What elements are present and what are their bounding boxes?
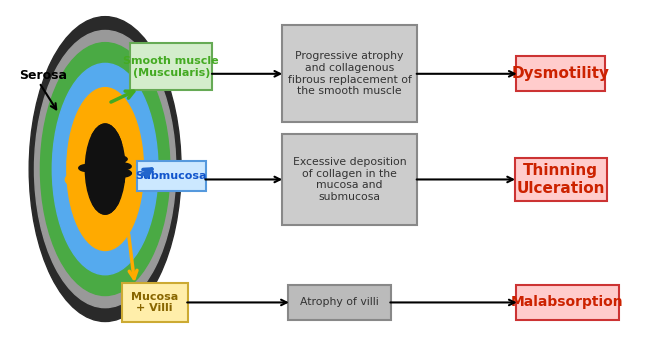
Ellipse shape	[97, 167, 114, 174]
Ellipse shape	[79, 164, 97, 171]
Ellipse shape	[53, 63, 158, 275]
Text: Progressive atrophy
and collagenous
fibrous replacement of
the smooth muscle: Progressive atrophy and collagenous fibr…	[288, 51, 412, 96]
Ellipse shape	[123, 161, 147, 175]
Ellipse shape	[79, 172, 96, 182]
Ellipse shape	[102, 150, 123, 158]
Ellipse shape	[112, 169, 131, 177]
Ellipse shape	[99, 194, 116, 204]
Ellipse shape	[92, 161, 111, 169]
Ellipse shape	[71, 147, 89, 157]
Ellipse shape	[97, 175, 111, 180]
Text: Serosa: Serosa	[19, 69, 67, 82]
Text: Smooth muscle
(Muscularis): Smooth muscle (Muscularis)	[123, 56, 219, 78]
Ellipse shape	[105, 186, 131, 201]
FancyBboxPatch shape	[282, 25, 417, 122]
Ellipse shape	[93, 146, 114, 155]
Text: Mucosa
+ Villi: Mucosa + Villi	[131, 292, 178, 313]
Ellipse shape	[65, 172, 90, 187]
Ellipse shape	[94, 196, 114, 208]
Ellipse shape	[91, 169, 109, 176]
Ellipse shape	[85, 183, 112, 199]
Ellipse shape	[96, 165, 113, 172]
FancyBboxPatch shape	[515, 158, 607, 201]
Ellipse shape	[97, 165, 117, 173]
Ellipse shape	[94, 174, 113, 181]
Ellipse shape	[98, 183, 120, 196]
Ellipse shape	[103, 186, 123, 197]
Ellipse shape	[112, 156, 137, 171]
Ellipse shape	[94, 165, 111, 172]
Ellipse shape	[72, 135, 99, 151]
Ellipse shape	[105, 155, 121, 161]
FancyBboxPatch shape	[130, 44, 212, 90]
Ellipse shape	[35, 31, 176, 308]
Ellipse shape	[86, 191, 108, 204]
FancyBboxPatch shape	[282, 134, 417, 225]
Ellipse shape	[67, 88, 143, 251]
Ellipse shape	[98, 164, 110, 169]
Ellipse shape	[110, 181, 127, 191]
Ellipse shape	[95, 186, 123, 201]
FancyBboxPatch shape	[288, 285, 391, 320]
Ellipse shape	[81, 184, 105, 198]
Text: Submucosa: Submucosa	[135, 171, 207, 181]
Text: Dysmotility: Dysmotility	[512, 66, 610, 81]
Ellipse shape	[80, 183, 107, 199]
Ellipse shape	[91, 166, 114, 175]
Ellipse shape	[85, 124, 125, 214]
Text: Excessive deposition
of collagen in the
mucosa and
submucosa: Excessive deposition of collagen in the …	[292, 157, 406, 202]
Text: Thinning
Ulceration: Thinning Ulceration	[517, 163, 605, 196]
Ellipse shape	[113, 145, 131, 156]
Ellipse shape	[89, 140, 113, 154]
Ellipse shape	[98, 165, 110, 170]
Text: Malabsorption: Malabsorption	[511, 295, 624, 309]
Ellipse shape	[111, 156, 127, 162]
Text: Atrophy of villi: Atrophy of villi	[300, 297, 379, 307]
Ellipse shape	[98, 160, 116, 167]
Ellipse shape	[79, 145, 97, 156]
Ellipse shape	[115, 163, 131, 170]
Ellipse shape	[85, 179, 113, 196]
Ellipse shape	[41, 43, 170, 296]
Ellipse shape	[76, 187, 97, 199]
Ellipse shape	[69, 154, 97, 170]
Ellipse shape	[75, 155, 97, 167]
Ellipse shape	[89, 173, 101, 178]
Ellipse shape	[101, 138, 117, 148]
FancyBboxPatch shape	[137, 161, 206, 191]
Ellipse shape	[88, 182, 107, 193]
Ellipse shape	[85, 124, 125, 214]
Ellipse shape	[77, 172, 93, 182]
Ellipse shape	[29, 17, 181, 321]
FancyBboxPatch shape	[516, 56, 605, 91]
Ellipse shape	[96, 190, 119, 203]
FancyBboxPatch shape	[122, 283, 188, 321]
FancyBboxPatch shape	[516, 285, 619, 320]
